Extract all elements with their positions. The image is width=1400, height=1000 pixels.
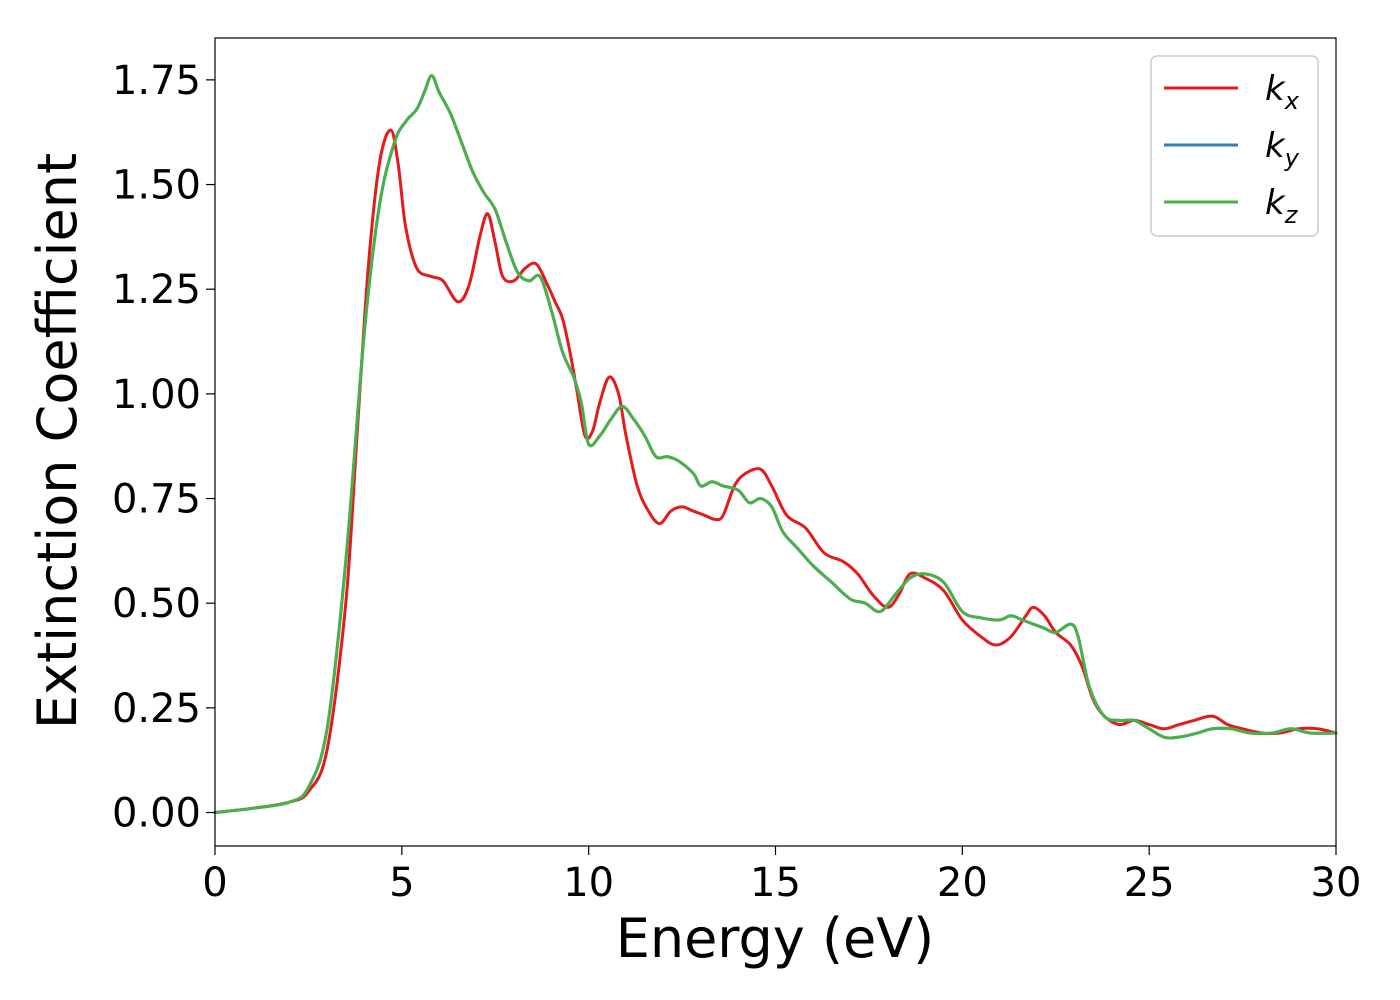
y-axis-ticks: 0.00 0.25 0.50 0.75 1.00 1.25 1.50 1.75 bbox=[112, 58, 215, 837]
y-tick-label: 1.75 bbox=[112, 58, 201, 104]
y-tick-label: 0.25 bbox=[112, 686, 201, 732]
legend-label-sub: x bbox=[1284, 87, 1300, 115]
y-tick-label: 1.50 bbox=[112, 163, 201, 209]
legend-label-sub: z bbox=[1284, 201, 1299, 229]
y-tick-label: 0.00 bbox=[112, 791, 201, 837]
x-tick-label: 5 bbox=[389, 860, 414, 906]
y-tick-label: 0.50 bbox=[112, 581, 201, 627]
plot-area bbox=[213, 74, 1338, 815]
legend-label-k-z: kz bbox=[1265, 183, 1299, 229]
x-tick-label: 25 bbox=[1124, 860, 1175, 906]
legend-label-main: k bbox=[1265, 126, 1286, 166]
legend-label-k-x: kx bbox=[1265, 69, 1300, 115]
legend-label-k-y: ky bbox=[1265, 126, 1300, 172]
x-axis-ticks: 0 5 10 15 20 25 30 bbox=[202, 846, 1361, 906]
y-axis-title: Extinction Coefficient bbox=[26, 153, 89, 729]
legend-label-sub: y bbox=[1284, 144, 1300, 172]
plot-frame bbox=[214, 37, 1337, 847]
series-line-k-z bbox=[213, 74, 1338, 815]
y-tick-label: 1.00 bbox=[112, 372, 201, 418]
x-tick-label: 20 bbox=[937, 860, 988, 906]
legend-label-main: k bbox=[1265, 69, 1286, 109]
y-tick-label: 1.25 bbox=[112, 267, 201, 313]
x-axis-title: Energy (eV) bbox=[616, 907, 935, 970]
legend-label-main: k bbox=[1265, 183, 1286, 223]
x-tick-label: 30 bbox=[1311, 860, 1362, 906]
x-tick-label: 10 bbox=[563, 860, 614, 906]
x-tick-label: 0 bbox=[202, 860, 227, 906]
y-tick-label: 0.75 bbox=[112, 477, 201, 523]
x-tick-label: 15 bbox=[750, 860, 801, 906]
